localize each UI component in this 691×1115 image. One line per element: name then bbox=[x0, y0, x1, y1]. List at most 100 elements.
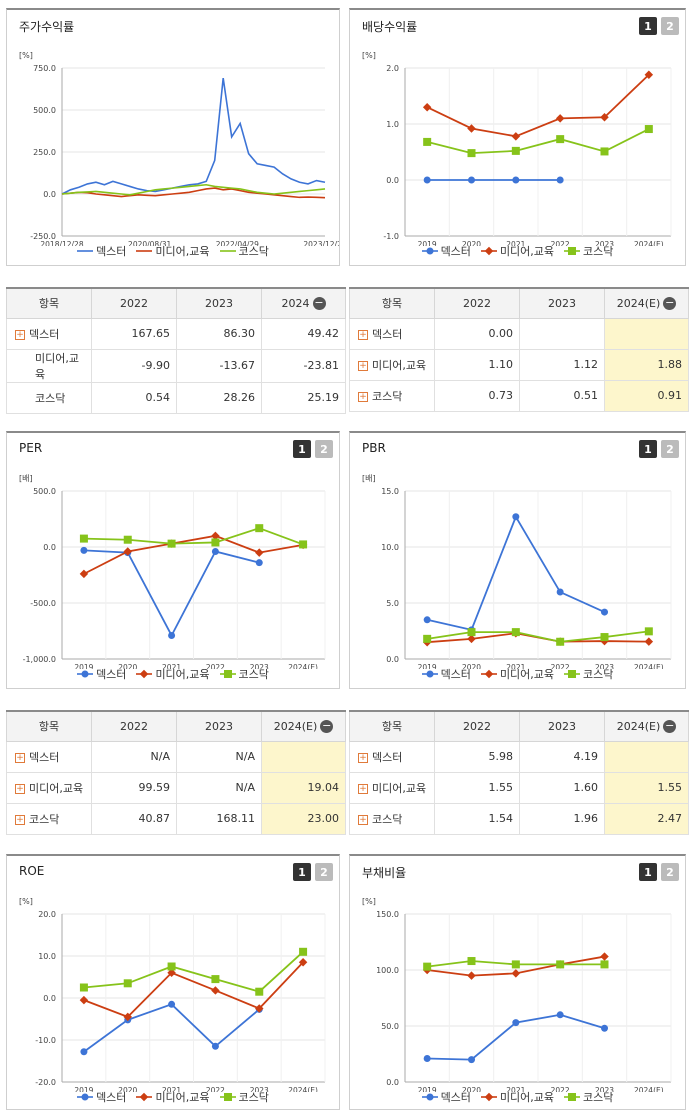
legend-label: 코스닥 bbox=[238, 1091, 269, 1104]
row-name[interactable]: + 덱스터 bbox=[349, 740, 435, 773]
data-point bbox=[511, 960, 520, 969]
page-button-2[interactable]: 2 bbox=[315, 440, 333, 458]
page-button-1[interactable]: 1 bbox=[639, 440, 657, 458]
legend-item: 코스닥 bbox=[564, 666, 613, 682]
row-name[interactable]: 코스닥 bbox=[6, 381, 92, 414]
data-point bbox=[600, 147, 609, 156]
expand-icon[interactable]: + bbox=[358, 752, 368, 763]
data-point bbox=[601, 1024, 608, 1032]
data-point bbox=[556, 1011, 564, 1019]
x-tick-label: 2022 bbox=[206, 663, 225, 669]
expand-icon[interactable]: + bbox=[15, 329, 25, 340]
page-button-2[interactable]: 2 bbox=[661, 17, 679, 35]
expand-icon[interactable]: + bbox=[358, 360, 368, 371]
cell-value: 5.98 bbox=[434, 740, 520, 773]
expand-icon[interactable]: + bbox=[15, 752, 25, 763]
x-tick-label: 2023/12/28 bbox=[303, 240, 339, 246]
expand-icon[interactable]: + bbox=[358, 329, 368, 340]
table-header: 항목 2022 2023 2024− bbox=[6, 287, 346, 319]
cell-value: N/A bbox=[176, 771, 262, 804]
page-button-1[interactable]: 1 bbox=[293, 440, 311, 458]
cell-value bbox=[604, 317, 689, 350]
collapse-icon[interactable]: − bbox=[320, 719, 334, 733]
row-name[interactable]: + 코스닥 bbox=[6, 802, 92, 835]
data-point bbox=[512, 176, 520, 184]
y-tick-label: 750.0 bbox=[33, 64, 56, 73]
page-button-1[interactable]: 1 bbox=[639, 863, 657, 881]
header-cell: 2024(E) − bbox=[604, 710, 689, 742]
data-point bbox=[255, 524, 264, 533]
data-point bbox=[555, 114, 565, 123]
x-tick-label: 2020 bbox=[462, 663, 481, 669]
series-line bbox=[83, 549, 260, 638]
data-point bbox=[600, 952, 609, 961]
row-name[interactable]: 미디어,교육 bbox=[6, 348, 92, 383]
legend-label: 미디어,교육 bbox=[499, 668, 555, 681]
data-point bbox=[255, 548, 264, 557]
header-cell: 2022 bbox=[434, 710, 520, 742]
series-line bbox=[426, 74, 650, 138]
expand-icon[interactable]: + bbox=[358, 814, 368, 825]
series-line bbox=[83, 951, 304, 993]
series-line bbox=[426, 514, 605, 631]
row-name[interactable]: + 미디어,교육 bbox=[349, 348, 435, 381]
row-name[interactable]: + 덱스터 bbox=[349, 317, 435, 350]
data-point bbox=[423, 616, 431, 624]
panel-pbr: PBR 1 2 [배] 15.0 10.0 5.0 0.0 2019 2020 2021 202… bbox=[349, 431, 686, 689]
cell-value bbox=[604, 740, 689, 773]
page-button-1[interactable]: 1 bbox=[293, 863, 311, 881]
data-point bbox=[423, 137, 432, 146]
page-button-2[interactable]: 2 bbox=[661, 863, 679, 881]
row-name[interactable]: + 덱스터 bbox=[6, 740, 92, 773]
row-name[interactable]: + 미디어,교육 bbox=[349, 771, 435, 804]
row-name[interactable]: + 미디어,교육 bbox=[6, 771, 92, 804]
expand-icon[interactable]: + bbox=[358, 783, 368, 794]
table-row: + 코스닥 40.87 168.11 23.00 bbox=[6, 802, 346, 835]
y-tick-label: 0.0 bbox=[43, 543, 56, 552]
data-point bbox=[644, 627, 653, 636]
header-cell: 2024(E) − bbox=[261, 710, 346, 742]
data-point bbox=[211, 1042, 219, 1050]
data-point bbox=[211, 538, 220, 547]
panel-stock-return: 주가수익률 [%] 750.0 500.0 250.0 0.0 -250.0 2018/12… bbox=[6, 8, 340, 266]
legend-marker bbox=[421, 247, 438, 255]
x-tick-label: 2023 bbox=[250, 1086, 269, 1092]
collapse-icon[interactable]: − bbox=[663, 719, 677, 733]
table-pbr: 항목 2022 2023 2024(E) − + 덱스터 5.98 4.19 + 미디어,교육 1.5… bbox=[349, 710, 689, 835]
legend-item: 덱스터 bbox=[421, 1089, 471, 1105]
data-point bbox=[298, 958, 308, 967]
table-header: 항목 2022 2023 2024(E) − bbox=[349, 287, 689, 319]
panel-title: 부채비율 bbox=[362, 866, 407, 880]
data-point bbox=[556, 588, 564, 596]
collapse-icon[interactable]: − bbox=[663, 296, 677, 310]
y-tick-label: 150.0 bbox=[376, 910, 399, 919]
x-tick-label: 2022 bbox=[551, 663, 570, 669]
data-point bbox=[167, 539, 176, 548]
header-cell: 2022 bbox=[434, 287, 520, 319]
collapse-icon[interactable]: − bbox=[312, 296, 326, 310]
legend: 덱스터 미디어,교육 코스닥 bbox=[350, 1089, 685, 1105]
panel-dividend-yield: 배당수익률 1 2 [%] 2.0 1.0 0.0 -1.0 2019 2020 2021 20… bbox=[349, 8, 686, 266]
page-button-2[interactable]: 2 bbox=[661, 440, 679, 458]
data-point bbox=[255, 559, 263, 567]
expand-icon[interactable]: + bbox=[15, 783, 25, 794]
expand-icon[interactable]: + bbox=[358, 391, 368, 402]
row-name[interactable]: + 덱스터 bbox=[6, 317, 92, 350]
y-tick-label: 2.0 bbox=[386, 64, 399, 73]
data-point bbox=[79, 995, 89, 1005]
x-tick-label: 2021 bbox=[506, 240, 525, 246]
x-tick-label: 2019 bbox=[74, 663, 93, 669]
cell-value: N/A bbox=[176, 740, 262, 773]
page-button-2[interactable]: 2 bbox=[315, 863, 333, 881]
data-point bbox=[255, 1004, 264, 1013]
row-name[interactable]: + 코스닥 bbox=[349, 379, 435, 412]
table-row: 코스닥 0.54 28.26 25.19 bbox=[6, 381, 346, 414]
row-name[interactable]: + 코스닥 bbox=[349, 802, 435, 835]
cell-value: 19.04 bbox=[261, 771, 346, 804]
legend-label: 코스닥 bbox=[238, 245, 269, 258]
panel-title: PBR bbox=[362, 441, 386, 455]
page-button-1[interactable]: 1 bbox=[639, 17, 657, 35]
header-cell: 항목 bbox=[349, 710, 435, 742]
legend-item: 덱스터 bbox=[77, 243, 126, 259]
expand-icon[interactable]: + bbox=[15, 814, 25, 825]
